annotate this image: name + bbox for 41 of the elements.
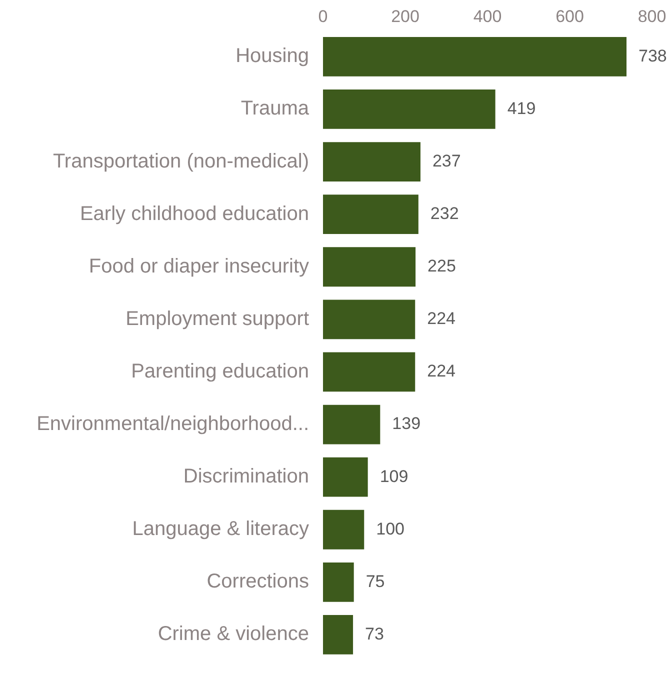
data-label: 139 bbox=[392, 414, 421, 434]
y-tick-label: Employment support bbox=[126, 308, 310, 330]
bar bbox=[323, 36, 627, 76]
data-label: 419 bbox=[507, 98, 536, 118]
x-tick-label: 800 bbox=[638, 6, 666, 26]
bar bbox=[323, 247, 416, 287]
bar bbox=[323, 562, 354, 602]
y-tick-label: Food or diaper insecurity bbox=[88, 255, 309, 278]
data-label: 738 bbox=[638, 46, 667, 66]
y-tick-label: Parenting education bbox=[131, 360, 309, 382]
y-tick-label: Housing bbox=[236, 45, 309, 68]
y-tick-label: Crime & violence bbox=[158, 623, 309, 646]
data-label: 100 bbox=[376, 519, 404, 538]
data-label: 232 bbox=[430, 204, 459, 224]
data-label: 224 bbox=[427, 362, 456, 381]
y-tick-label: Environmental/neighborhood... bbox=[36, 413, 309, 436]
data-label: 224 bbox=[427, 309, 456, 328]
y-tick-label: Early childhood education bbox=[80, 202, 309, 225]
y-tick-label: Transportation (non-medical) bbox=[52, 150, 309, 172]
bar bbox=[323, 352, 416, 392]
bar bbox=[323, 404, 380, 444]
x-tick-label: 600 bbox=[556, 6, 584, 26]
bar bbox=[323, 615, 354, 654]
x-tick-label: 0 bbox=[318, 6, 328, 26]
data-label: 237 bbox=[432, 151, 461, 170]
bar bbox=[323, 90, 496, 129]
data-label: 75 bbox=[366, 572, 385, 591]
bar bbox=[323, 194, 418, 234]
y-tick-label: Discrimination bbox=[183, 466, 309, 488]
bar bbox=[323, 142, 420, 182]
x-tick-label: 200 bbox=[391, 6, 420, 26]
bar bbox=[323, 457, 368, 497]
y-tick-label: Corrections bbox=[206, 570, 309, 593]
bar bbox=[323, 300, 416, 340]
data-label: 109 bbox=[380, 466, 408, 486]
data-label: 73 bbox=[365, 624, 384, 644]
y-tick-label: Language & literacy bbox=[132, 518, 309, 540]
bar bbox=[323, 510, 364, 550]
y-tick-label: Trauma bbox=[240, 98, 310, 120]
data-label: 225 bbox=[428, 256, 456, 276]
x-tick-label: 400 bbox=[473, 6, 502, 26]
